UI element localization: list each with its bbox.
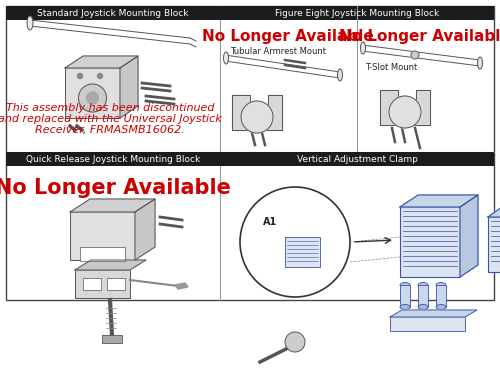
Bar — [400, 285, 410, 307]
Polygon shape — [400, 195, 478, 207]
Circle shape — [78, 84, 106, 112]
Text: Receiver, FRMASMB16062.: Receiver, FRMASMB16062. — [35, 125, 185, 135]
Text: No Longer Available: No Longer Available — [0, 178, 231, 198]
Bar — [220, 152, 494, 166]
Ellipse shape — [400, 305, 410, 309]
Circle shape — [78, 73, 82, 79]
Ellipse shape — [436, 282, 446, 288]
Text: Quick Release Joystick Mounting Block: Quick Release Joystick Mounting Block — [26, 154, 200, 164]
Circle shape — [98, 73, 102, 79]
Bar — [285, 237, 320, 267]
Ellipse shape — [224, 52, 228, 64]
Bar — [75, 270, 130, 298]
Text: No Longer Available: No Longer Available — [339, 29, 500, 43]
Polygon shape — [135, 199, 155, 260]
Bar — [488, 217, 500, 272]
Bar — [6, 152, 220, 166]
Ellipse shape — [338, 69, 342, 81]
Bar — [418, 285, 428, 307]
Ellipse shape — [27, 16, 33, 30]
Polygon shape — [70, 199, 155, 212]
Circle shape — [240, 187, 350, 297]
Text: Vertical Adjustment Clamp: Vertical Adjustment Clamp — [296, 154, 418, 164]
Bar — [70, 212, 135, 260]
Text: Standard Joystick Mounting Block: Standard Joystick Mounting Block — [37, 9, 189, 17]
Polygon shape — [175, 283, 188, 289]
Ellipse shape — [360, 42, 366, 54]
Text: A1: A1 — [263, 217, 277, 227]
Text: This assembly has been discontinued: This assembly has been discontinued — [6, 103, 214, 113]
Polygon shape — [380, 90, 430, 125]
Bar — [6, 6, 220, 20]
Bar — [102, 335, 122, 343]
Bar — [83, 278, 101, 290]
Text: Tubular Armrest Mount: Tubular Armrest Mount — [230, 47, 326, 56]
Polygon shape — [65, 56, 138, 68]
Bar — [80, 247, 125, 261]
Ellipse shape — [418, 282, 428, 288]
Bar — [220, 6, 494, 20]
Bar — [6, 6, 494, 300]
Ellipse shape — [436, 305, 446, 309]
Polygon shape — [460, 195, 478, 277]
Text: Figure Eight Joystick Mounting Block: Figure Eight Joystick Mounting Block — [275, 9, 439, 17]
Ellipse shape — [478, 57, 482, 69]
Circle shape — [285, 332, 305, 352]
Bar — [436, 285, 446, 307]
Polygon shape — [75, 260, 146, 270]
Text: No Longer Available: No Longer Available — [202, 29, 374, 43]
Circle shape — [86, 92, 99, 104]
Circle shape — [389, 96, 421, 128]
Polygon shape — [120, 56, 138, 118]
Polygon shape — [232, 95, 282, 130]
Bar — [390, 317, 465, 331]
Ellipse shape — [400, 282, 410, 288]
Circle shape — [411, 51, 419, 59]
Text: and replaced with the Universal Joystick: and replaced with the Universal Joystick — [0, 114, 222, 124]
Bar — [107, 278, 125, 290]
Bar — [400, 207, 460, 277]
Polygon shape — [488, 207, 500, 217]
Bar — [65, 68, 120, 118]
Ellipse shape — [418, 305, 428, 309]
Circle shape — [241, 101, 273, 133]
Text: T-Slot Mount: T-Slot Mount — [365, 63, 417, 72]
Polygon shape — [390, 310, 477, 317]
